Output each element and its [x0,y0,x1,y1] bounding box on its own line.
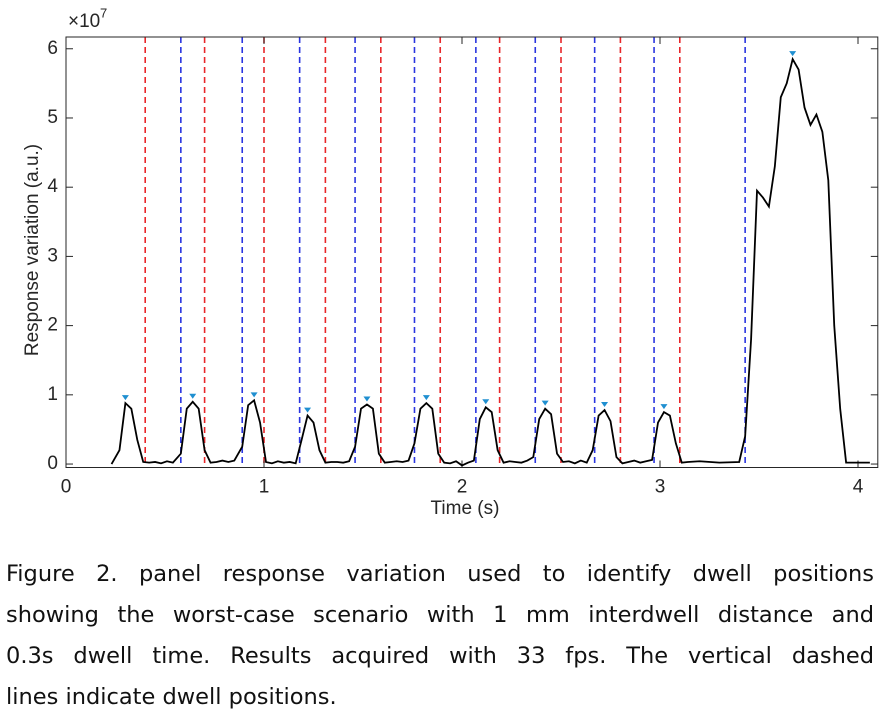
x-tick-label: 0 [61,477,72,498]
y-tick-label: 6 [47,38,58,59]
x-axis-label: Time (s) [431,498,500,519]
caption: Figure 2. panel response variation used … [6,554,874,718]
y-tick-label: 5 [47,107,58,128]
caption-line: lines indicate dwell positions. [6,684,337,710]
y-tick-label: 3 [47,245,58,266]
x-tick-label: 3 [655,477,666,498]
y-multiplier-exponent: 7 [100,5,107,20]
x-tick-label: 2 [457,477,468,498]
peak-marker [789,51,797,57]
y-tick-label: 0 [47,453,58,474]
y-axis-label: Response variation (a.u.) [22,144,43,356]
data-line [110,56,870,467]
peak-marker [422,395,430,401]
x-tick-label: 4 [853,477,864,498]
y-tick-label: 4 [47,176,58,197]
peak-marker [541,400,549,406]
caption-line: Figure 2. panel response variation used … [6,561,874,587]
peak-marker [660,404,668,410]
x-tick-label: 1 [259,477,270,498]
peak-marker [601,402,609,408]
peak-marker [121,395,129,401]
peak-marker [482,399,490,405]
caption-line: showing the worst-case scenario with 1 m… [6,602,874,628]
chart: Time (s) Response variation (a.u.) ×10 7… [22,5,879,519]
y-tick-label: 1 [47,384,58,405]
peak-marker [189,393,197,399]
y-multiplier: ×10 [68,11,100,32]
peak-marker [304,407,312,413]
axes-box [65,36,879,468]
peak-marker [363,396,371,402]
plot-area [66,37,878,468]
peak-marker [250,392,258,398]
y-tick-label: 2 [47,315,58,336]
caption-line: 0.3s dwell time. Results acquired with 3… [6,643,874,669]
